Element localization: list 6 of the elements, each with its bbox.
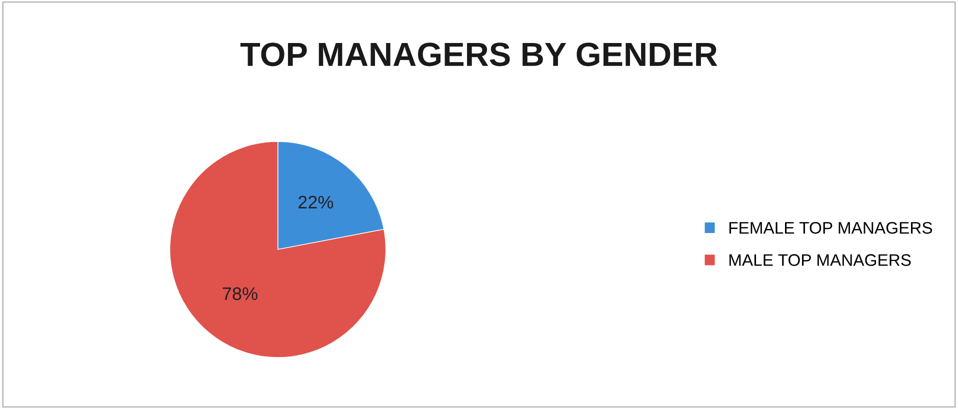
- pie-slice: [170, 141, 386, 358]
- chart-title: TOP MANAGERS BY GENDER: [240, 42, 718, 66]
- legend-label: FEMALE TOP MANAGERS: [729, 222, 932, 234]
- data-label: 22%: [298, 196, 334, 209]
- legend-label: MALE TOP MANAGERS: [729, 254, 911, 266]
- data-label: 78%: [222, 287, 258, 300]
